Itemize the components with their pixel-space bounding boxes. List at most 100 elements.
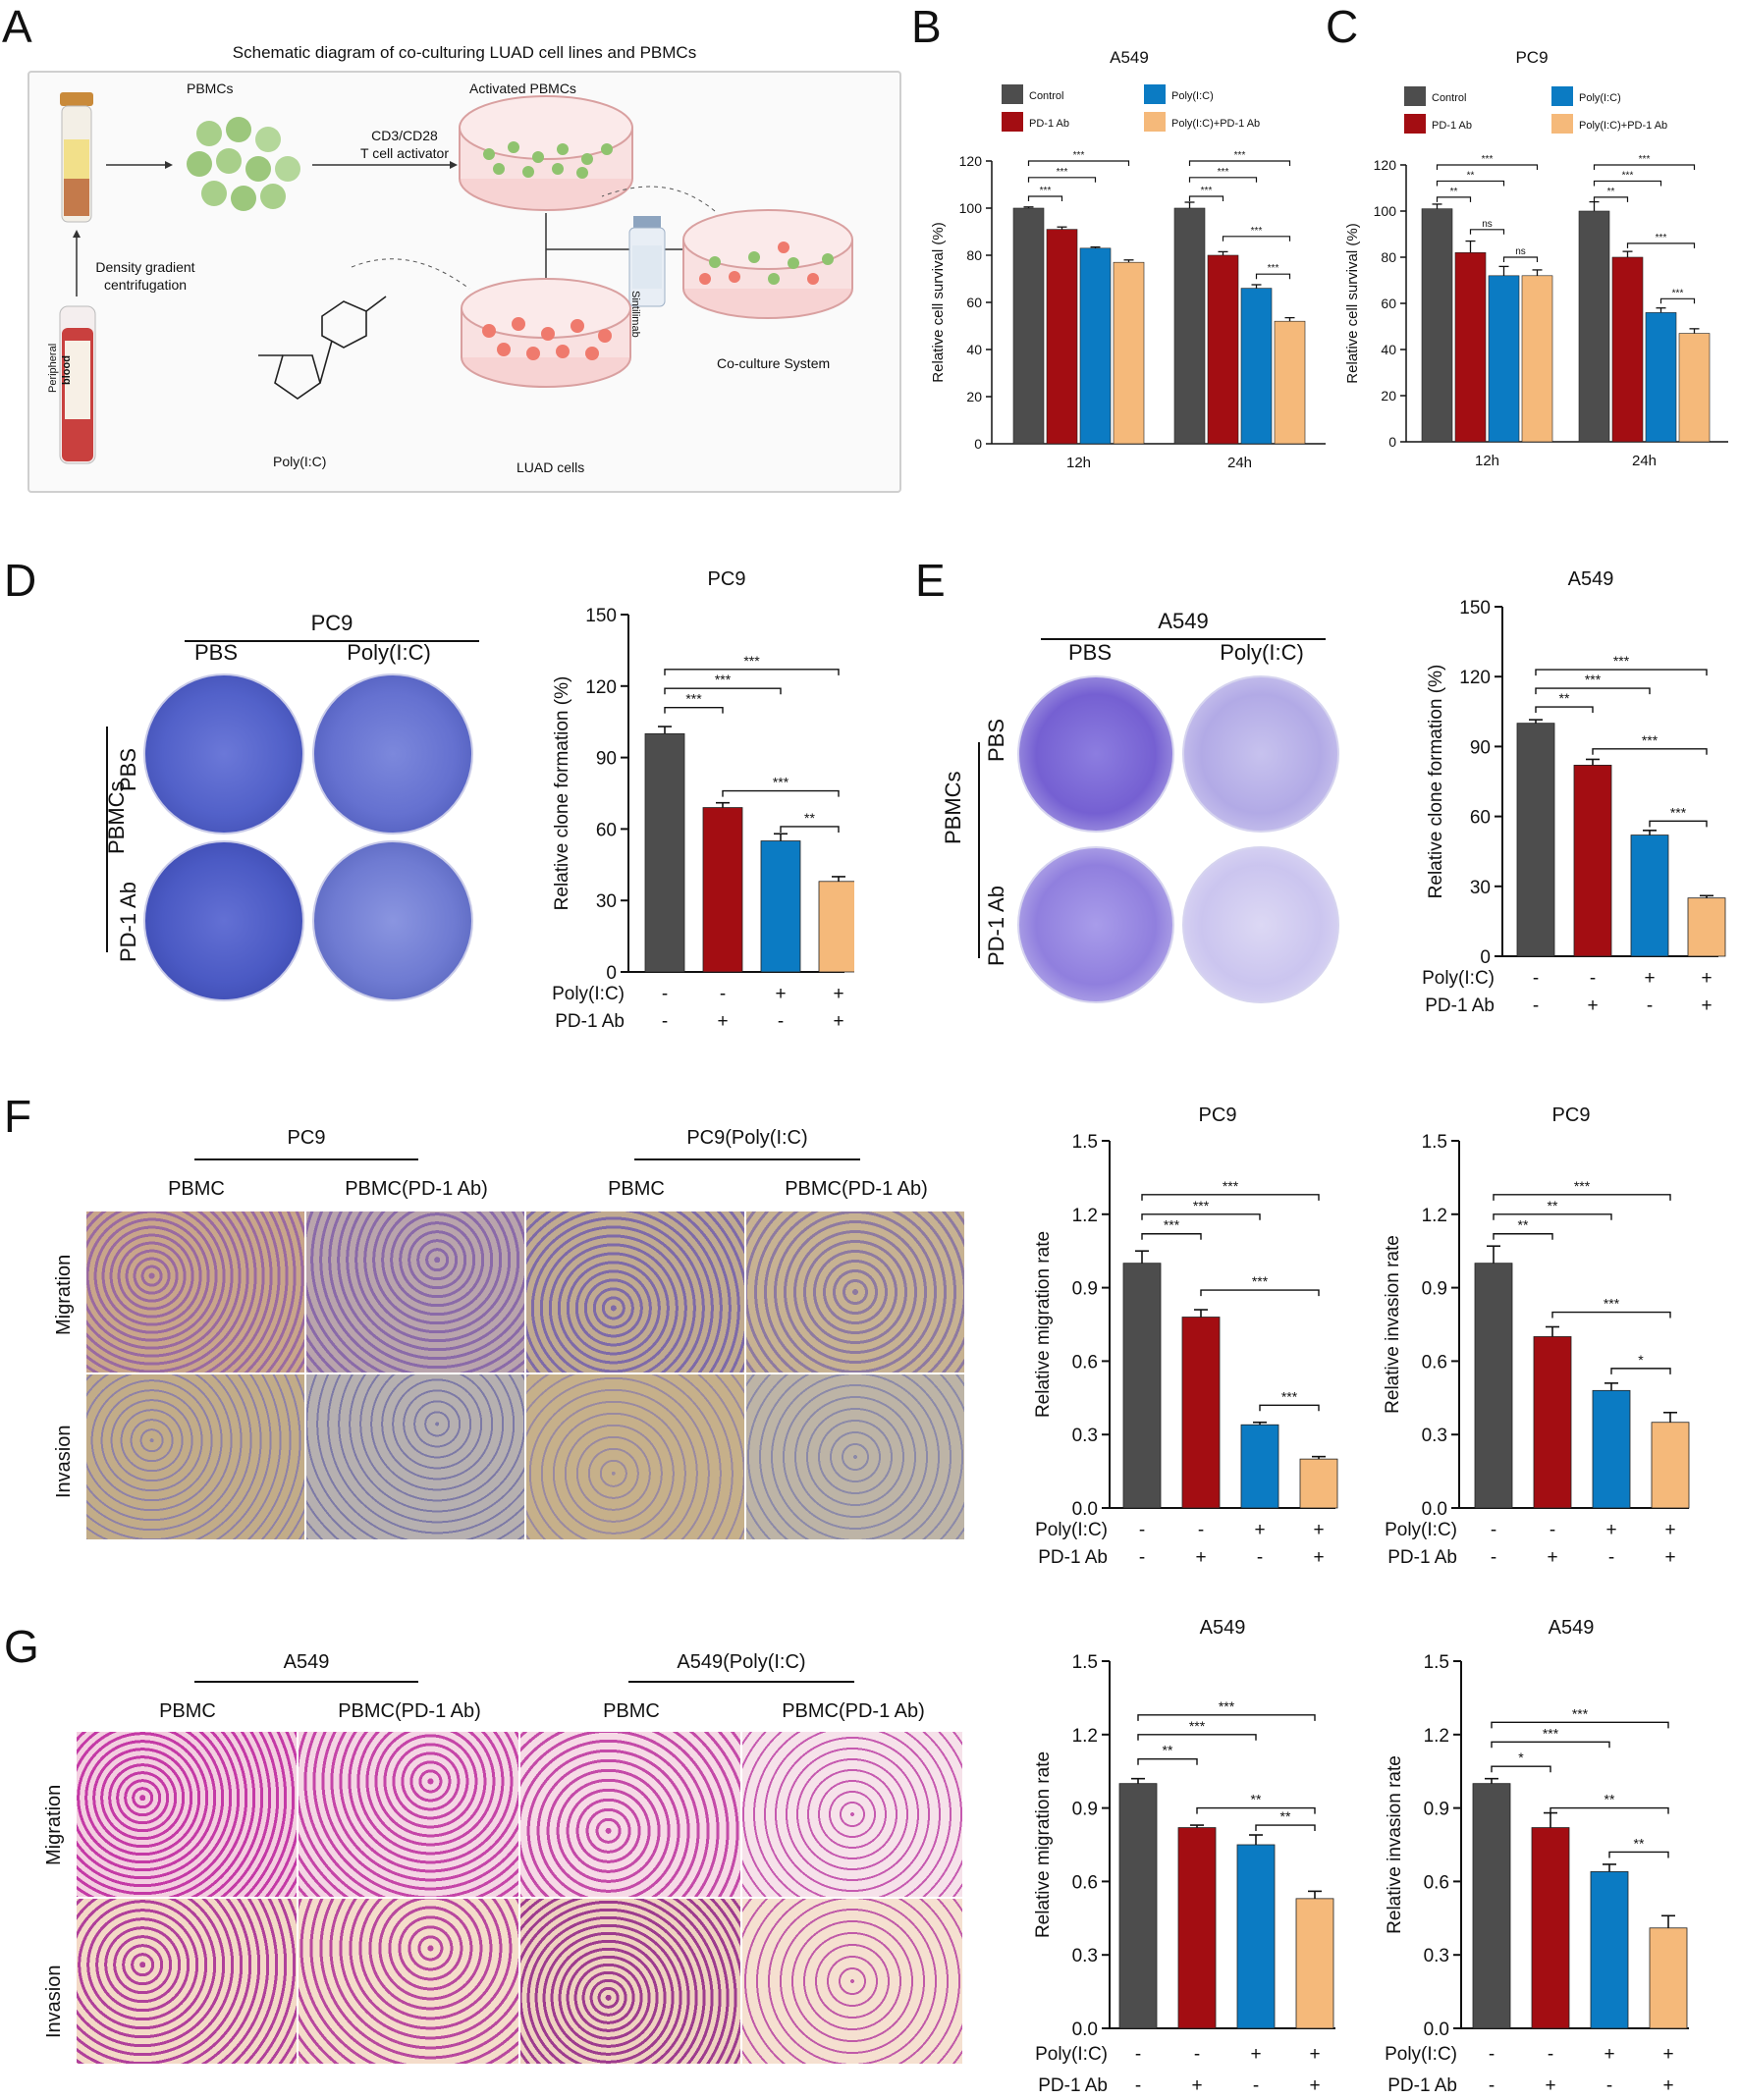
y-tick-label: 20	[966, 389, 982, 404]
treatment-label: PD-1 Ab	[555, 1011, 625, 1032]
significance-bracket	[1491, 1765, 1551, 1773]
coculture-label: Co-culture System	[717, 355, 831, 371]
significance-bracket	[1196, 1806, 1316, 1814]
bar	[1687, 897, 1726, 957]
significance-label: ***	[685, 691, 702, 707]
significance-label: ***	[773, 775, 789, 790]
treatment-sign: +	[1664, 1547, 1675, 1568]
bar	[760, 840, 801, 973]
legend-label: Control	[1432, 92, 1466, 104]
significance-bracket	[1259, 1404, 1320, 1412]
y-tick-label: 60	[966, 295, 982, 310]
treatment-label: Poly(I:C)	[1385, 2044, 1457, 2065]
significance-label: ***	[1057, 167, 1068, 178]
treatment-sign: +	[1662, 2075, 1673, 2096]
significance-bracket	[1493, 1233, 1553, 1240]
y-tick-label: 120	[1374, 157, 1397, 173]
f-row1-label: Migration	[53, 1254, 75, 1335]
significance-label: **	[1467, 170, 1475, 181]
legend-label: Poly(I:C)	[1171, 90, 1214, 102]
f-group1-label: PC9	[287, 1127, 326, 1149]
significance-bracket	[1027, 160, 1130, 166]
chart-title: A549	[1110, 48, 1149, 67]
significance-bracket	[1626, 242, 1696, 248]
f-micrograph-invasion-1	[86, 1374, 304, 1539]
y-tick-label: 1.5	[1072, 1132, 1098, 1153]
y-tick-label: 120	[959, 153, 983, 169]
treatment-sign: -	[1198, 1520, 1204, 1540]
y-axis-label: Relative cell survival (%)	[930, 222, 947, 382]
significance-bracket	[1027, 177, 1097, 183]
treatment-sign: -	[1491, 1520, 1496, 1540]
bar	[1454, 252, 1487, 443]
f-micrograph-migration-2	[306, 1212, 524, 1373]
treatment-sign: +	[1604, 2044, 1614, 2065]
bar	[1079, 247, 1112, 445]
treatment-label: Poly(I:C)	[552, 984, 625, 1004]
significance-label: **	[1280, 1808, 1291, 1824]
plate-d-polyic-pd1	[312, 840, 473, 1001]
bar	[1630, 835, 1669, 957]
g-micrograph-migration-2	[299, 1732, 518, 1897]
significance-bracket	[1137, 1714, 1316, 1721]
d-group-label: PC9	[310, 611, 353, 635]
treatment-sign: +	[1664, 1520, 1675, 1540]
significance-bracket	[1141, 1194, 1320, 1201]
treatment-sign: +	[1644, 968, 1655, 989]
bar	[1488, 275, 1520, 443]
treatment-sign: +	[717, 1011, 728, 1032]
y-tick-label: 0.6	[1072, 1872, 1098, 1893]
significance-label: **	[1607, 187, 1615, 197]
chart-title: A549	[1549, 1617, 1595, 1639]
significance-label: ***	[1543, 1725, 1559, 1741]
treatment-sign: -	[1135, 2075, 1141, 2096]
treatment-sign: -	[1606, 2075, 1612, 2096]
legend-swatch	[1144, 84, 1166, 104]
significance-bracket	[1491, 1741, 1610, 1749]
chart-title: PC9	[1199, 1104, 1237, 1126]
significance-bracket	[1141, 1233, 1202, 1240]
e-col2-label: Poly(I:C)	[1220, 640, 1304, 665]
legend-swatch	[1404, 86, 1426, 106]
y-tick-label: 0.3	[1422, 1426, 1447, 1446]
d-row2-label: PD-1 Ab	[116, 882, 140, 962]
y-tick-label: 90	[1470, 737, 1491, 758]
y-tick-label: 100	[1374, 203, 1397, 219]
plate-d-polyic-pbs	[312, 673, 473, 835]
treatment-sign: +	[1309, 2075, 1320, 2096]
bar	[1012, 207, 1045, 445]
treatment-sign: +	[833, 984, 843, 1004]
y-tick-label: 0.0	[1072, 2019, 1098, 2040]
bar	[1645, 312, 1677, 443]
treatment-sign: -	[1489, 2044, 1495, 2065]
significance-label: ***	[1281, 1388, 1298, 1404]
f-col3-label: PBMC	[608, 1178, 665, 1200]
plate-d-pbs-pd1	[143, 840, 304, 1001]
treatment-sign: +	[1701, 968, 1712, 989]
g-micrograph-invasion-1	[77, 1899, 297, 2064]
significance-bracket	[1535, 706, 1594, 714]
bar	[1590, 1871, 1629, 2029]
y-tick-label: 1.2	[1422, 1206, 1447, 1226]
chart-g-migration: A549 0.0 0.3 0.6 0.9 1.2 1.5 Relative migration…	[1033, 1617, 1335, 2096]
bar	[1678, 333, 1711, 443]
chart-title: A549	[1200, 1617, 1246, 1639]
y-tick-label: 1.5	[1422, 1132, 1447, 1153]
significance-label: **	[1251, 1792, 1262, 1807]
legend-label: Poly(I:C)+PD-1 Ab	[1171, 118, 1260, 130]
y-tick-label: 80	[1381, 249, 1396, 265]
bar	[1531, 1827, 1570, 2029]
x-tick-label: 12h	[1066, 455, 1091, 471]
bar	[1573, 764, 1612, 957]
y-tick-label: 0.9	[1072, 1800, 1098, 1820]
significance-label: ns	[1515, 246, 1526, 257]
g-group2-label: A549(Poly(I:C)	[677, 1651, 806, 1673]
significance-bracket	[1188, 177, 1258, 183]
panel-letter-e: E	[915, 555, 946, 606]
bar	[1046, 229, 1078, 445]
x-tick-label: 12h	[1475, 453, 1499, 469]
treatment-sign: +	[833, 1011, 843, 1032]
activator-label-2: T cell activator	[360, 145, 449, 161]
activator-label-1: CD3/CD28	[371, 128, 438, 143]
significance-label: **	[1604, 1792, 1615, 1807]
